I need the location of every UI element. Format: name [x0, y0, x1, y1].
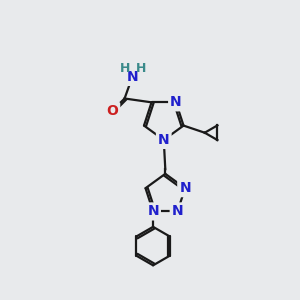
- Text: N: N: [147, 204, 159, 218]
- Text: N: N: [179, 181, 191, 195]
- Text: N: N: [172, 204, 183, 218]
- Text: N: N: [127, 70, 138, 84]
- Text: H: H: [119, 62, 130, 75]
- Text: N: N: [170, 95, 182, 109]
- Text: O: O: [106, 104, 118, 118]
- Text: N: N: [158, 133, 170, 147]
- Text: H: H: [136, 62, 146, 75]
